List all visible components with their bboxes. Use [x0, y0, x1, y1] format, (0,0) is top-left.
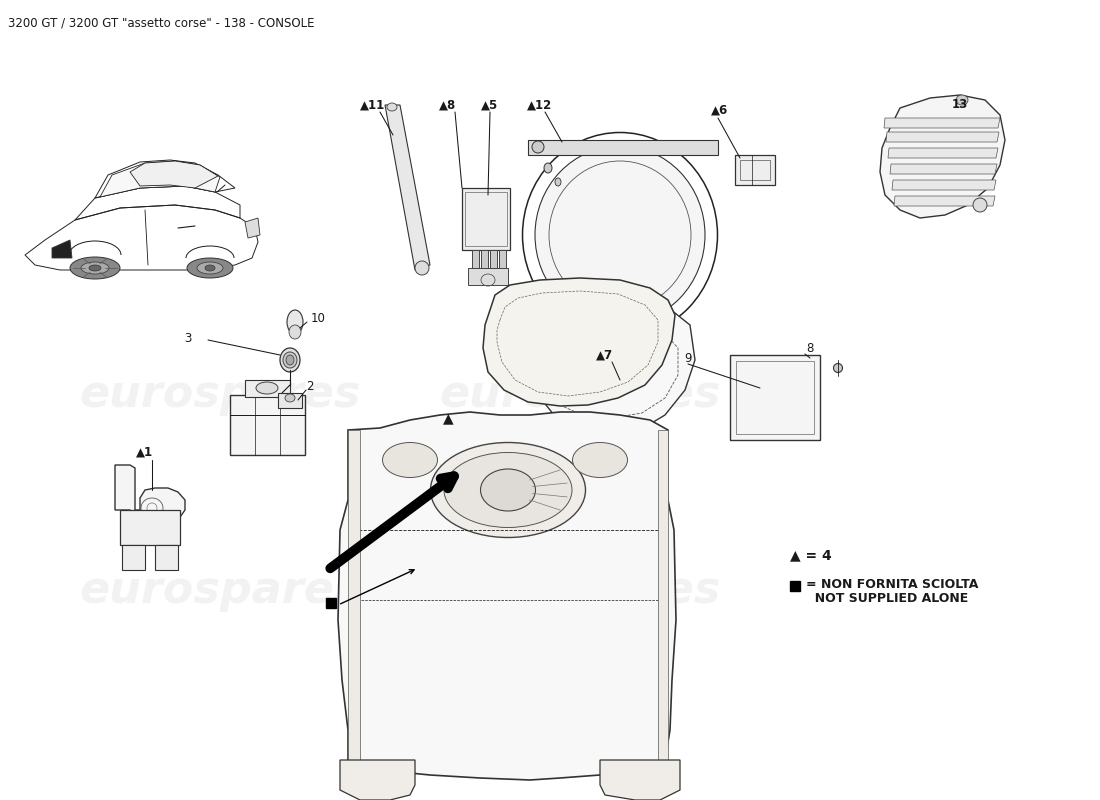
- Text: ▲6: ▲6: [712, 103, 728, 117]
- Polygon shape: [892, 180, 996, 190]
- Polygon shape: [890, 164, 997, 174]
- Ellipse shape: [286, 355, 294, 365]
- Ellipse shape: [444, 453, 572, 527]
- Polygon shape: [278, 393, 303, 408]
- Polygon shape: [155, 545, 178, 570]
- Text: 3: 3: [185, 331, 191, 345]
- Text: ▲: ▲: [442, 411, 453, 425]
- Ellipse shape: [834, 363, 843, 373]
- Polygon shape: [462, 188, 510, 250]
- Polygon shape: [52, 240, 72, 258]
- Ellipse shape: [956, 95, 968, 105]
- Ellipse shape: [205, 265, 214, 271]
- Ellipse shape: [383, 442, 438, 478]
- Polygon shape: [730, 355, 820, 440]
- Text: 2: 2: [306, 381, 313, 394]
- Polygon shape: [884, 118, 1000, 128]
- Bar: [326, 598, 336, 608]
- Text: ▲12: ▲12: [527, 98, 552, 111]
- Polygon shape: [338, 412, 676, 780]
- Text: eurospares: eurospares: [439, 374, 720, 417]
- Ellipse shape: [974, 198, 987, 212]
- Polygon shape: [348, 430, 360, 780]
- Polygon shape: [481, 250, 488, 268]
- Text: eurospares: eurospares: [79, 374, 361, 417]
- Polygon shape: [735, 155, 776, 185]
- Polygon shape: [483, 278, 675, 406]
- Polygon shape: [565, 298, 590, 315]
- Ellipse shape: [283, 352, 297, 368]
- Text: 10: 10: [310, 311, 326, 325]
- Polygon shape: [472, 250, 478, 268]
- Text: ▲5: ▲5: [482, 98, 498, 111]
- Polygon shape: [130, 161, 218, 188]
- Text: 13: 13: [952, 98, 968, 111]
- Polygon shape: [528, 140, 718, 155]
- Ellipse shape: [280, 348, 300, 372]
- Ellipse shape: [387, 103, 397, 111]
- Ellipse shape: [285, 394, 295, 402]
- Ellipse shape: [481, 469, 536, 511]
- Text: 9: 9: [684, 351, 692, 365]
- Polygon shape: [638, 300, 666, 320]
- Ellipse shape: [287, 310, 303, 334]
- Polygon shape: [122, 545, 145, 570]
- Polygon shape: [894, 196, 996, 206]
- Text: ▲ = 4: ▲ = 4: [790, 548, 832, 562]
- Text: eurospares: eurospares: [79, 569, 361, 611]
- Text: ▲7: ▲7: [596, 349, 614, 362]
- Polygon shape: [120, 510, 180, 545]
- Text: 3200 GT / 3200 GT "assetto corse" - 138 - CONSOLE: 3200 GT / 3200 GT "assetto corse" - 138 …: [8, 16, 315, 29]
- Ellipse shape: [70, 257, 120, 279]
- Text: eurospares: eurospares: [439, 569, 720, 611]
- Ellipse shape: [572, 442, 627, 478]
- Text: ▲8: ▲8: [439, 98, 456, 111]
- Polygon shape: [245, 380, 290, 397]
- Ellipse shape: [89, 265, 101, 271]
- Polygon shape: [530, 295, 695, 435]
- Polygon shape: [116, 465, 185, 525]
- Ellipse shape: [556, 178, 561, 186]
- Ellipse shape: [256, 382, 278, 394]
- Ellipse shape: [430, 442, 585, 538]
- Ellipse shape: [187, 258, 233, 278]
- Polygon shape: [880, 95, 1005, 218]
- Polygon shape: [886, 132, 999, 142]
- Polygon shape: [468, 268, 508, 285]
- Ellipse shape: [535, 146, 705, 324]
- Polygon shape: [245, 218, 260, 238]
- Polygon shape: [100, 161, 220, 197]
- Polygon shape: [658, 430, 668, 780]
- Ellipse shape: [289, 325, 301, 339]
- Ellipse shape: [415, 261, 429, 275]
- Bar: [790, 581, 800, 591]
- Polygon shape: [385, 105, 430, 270]
- Ellipse shape: [197, 262, 223, 274]
- Text: = NON FORNITA SCIOLTA: = NON FORNITA SCIOLTA: [806, 578, 978, 591]
- Ellipse shape: [81, 262, 109, 274]
- Ellipse shape: [532, 141, 544, 153]
- Text: ▲11: ▲11: [361, 98, 386, 111]
- Text: ▲1: ▲1: [136, 446, 154, 458]
- Polygon shape: [499, 250, 506, 268]
- Text: NOT SUPPLIED ALONE: NOT SUPPLIED ALONE: [806, 593, 968, 606]
- Ellipse shape: [544, 163, 552, 173]
- Text: 8: 8: [806, 342, 814, 354]
- Polygon shape: [490, 250, 497, 268]
- Polygon shape: [888, 148, 998, 158]
- Polygon shape: [340, 760, 415, 800]
- Polygon shape: [600, 760, 680, 800]
- Polygon shape: [230, 395, 305, 455]
